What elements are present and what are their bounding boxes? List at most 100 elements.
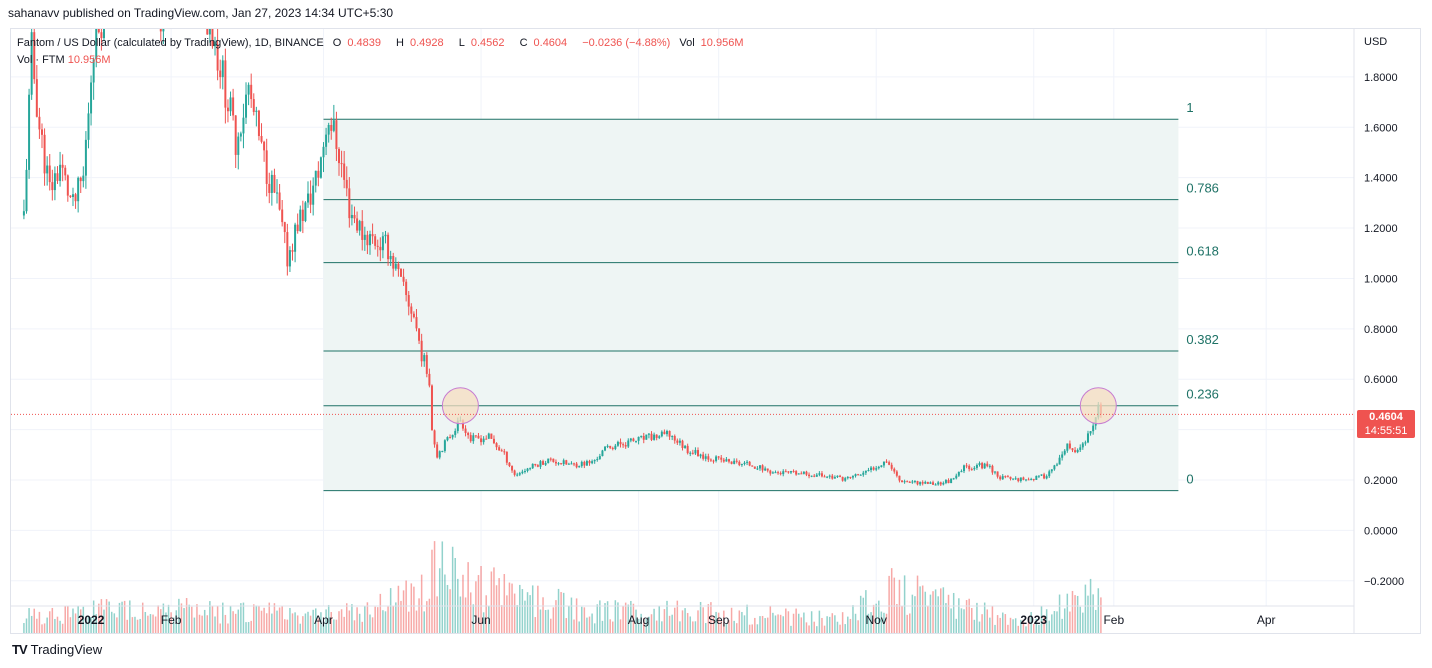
volume-bar [756, 624, 759, 633]
price-chart[interactable]: 1 0.786 0.618 0.382 0.236 0 USD 1.8000 1.6000 1.… [11, 29, 1421, 634]
candle-body [598, 456, 601, 460]
candle-body [808, 474, 811, 477]
candle-body [495, 443, 498, 448]
candle-body [725, 459, 728, 462]
candle-body [844, 478, 847, 481]
candle-body [823, 476, 826, 478]
candle-body [1048, 471, 1051, 477]
candle-body [319, 157, 322, 178]
volume-bar [315, 608, 317, 633]
candle-body [777, 472, 780, 474]
volume-bar [203, 609, 206, 633]
volume-bar [364, 605, 366, 633]
volume-bar [1084, 584, 1087, 633]
volume-bar [420, 574, 423, 633]
candle-body [929, 482, 932, 484]
candle-body [764, 468, 767, 471]
candle-body [784, 471, 787, 473]
candle-body [1074, 450, 1077, 453]
candle-body [469, 435, 472, 442]
volume-bar [162, 603, 165, 633]
candle-body [761, 465, 764, 471]
volume-bar [1017, 625, 1019, 633]
candle-body [291, 250, 294, 252]
volume-bar [924, 591, 927, 633]
candle-body [1004, 476, 1007, 478]
candle-body [996, 471, 999, 477]
time-tick-label: Feb [1103, 613, 1124, 627]
candle-body [511, 466, 514, 471]
candle-body [642, 435, 645, 440]
candle-body [219, 70, 222, 78]
candle-body [552, 458, 555, 462]
volume-bar [772, 612, 774, 633]
volume-bar [627, 604, 630, 633]
volume-bar [1058, 594, 1061, 633]
volume-bar [1045, 609, 1048, 633]
candle-body [666, 430, 669, 435]
candle-body [1022, 477, 1025, 480]
candle-body [854, 474, 857, 477]
volume-bar [648, 616, 650, 633]
volume-bar [366, 602, 369, 633]
volume-bar [622, 605, 624, 633]
candle-body [43, 134, 46, 174]
candle-body [505, 451, 508, 463]
chart-frame[interactable]: 1 0.786 0.618 0.382 0.236 0 USD 1.8000 1.6000 1.… [10, 28, 1421, 634]
candle-body [278, 192, 281, 210]
candle-body [234, 115, 237, 155]
volume-bar [467, 562, 469, 633]
candle-body [464, 428, 467, 433]
volume-bar [782, 616, 784, 633]
volume-bar [733, 620, 735, 633]
candle-body [836, 475, 839, 478]
volume-bar [508, 582, 511, 633]
volume-bar [167, 604, 170, 633]
price-axis: USD 1.8000 1.6000 1.4000 1.2000 1.0000 0.8000 0… [1353, 29, 1404, 633]
volume-bar [157, 605, 159, 633]
volume-bar [170, 612, 172, 633]
volume-bar [813, 621, 815, 633]
volume-bar [821, 617, 823, 633]
volume-bar [596, 604, 599, 633]
candle-body [1071, 448, 1074, 451]
candle-body [957, 471, 960, 476]
volume-bar [172, 617, 175, 633]
volume-bar [557, 588, 560, 633]
volume-bar [573, 619, 575, 633]
candle-body [575, 463, 578, 468]
volume-bar [777, 614, 779, 633]
candle-body [1055, 464, 1058, 466]
volume-bar [23, 623, 25, 633]
volume-bar [575, 598, 578, 633]
candle-body [433, 430, 436, 445]
volume-bar [87, 616, 90, 633]
volume-bar [617, 602, 619, 633]
volume-bar [317, 618, 320, 633]
candle-body [454, 430, 457, 435]
volume-bar [201, 615, 203, 633]
volume-bar [681, 610, 684, 633]
volume-bar [916, 575, 919, 633]
volume-bar [211, 605, 214, 633]
candle-body [733, 460, 736, 464]
volume-bar [950, 608, 952, 633]
candle-body [944, 480, 947, 483]
volume-bar [302, 616, 304, 633]
volume-bar [1071, 590, 1074, 633]
volume-bar [606, 601, 609, 633]
volume-bar [668, 615, 671, 633]
candle-body [40, 129, 43, 135]
candle-body [221, 60, 224, 78]
volume-bar [655, 620, 658, 633]
candle-body [33, 32, 36, 80]
volume-bar [513, 593, 516, 633]
volume-bar [139, 618, 141, 633]
volume-bar [56, 616, 59, 633]
footer-brand[interactable]: TV TradingView [12, 642, 102, 657]
volume-bar [1053, 611, 1056, 633]
candle-body [549, 458, 552, 460]
volume-bar [1076, 595, 1079, 633]
candle-body [758, 465, 761, 469]
volume-bar [578, 621, 580, 633]
